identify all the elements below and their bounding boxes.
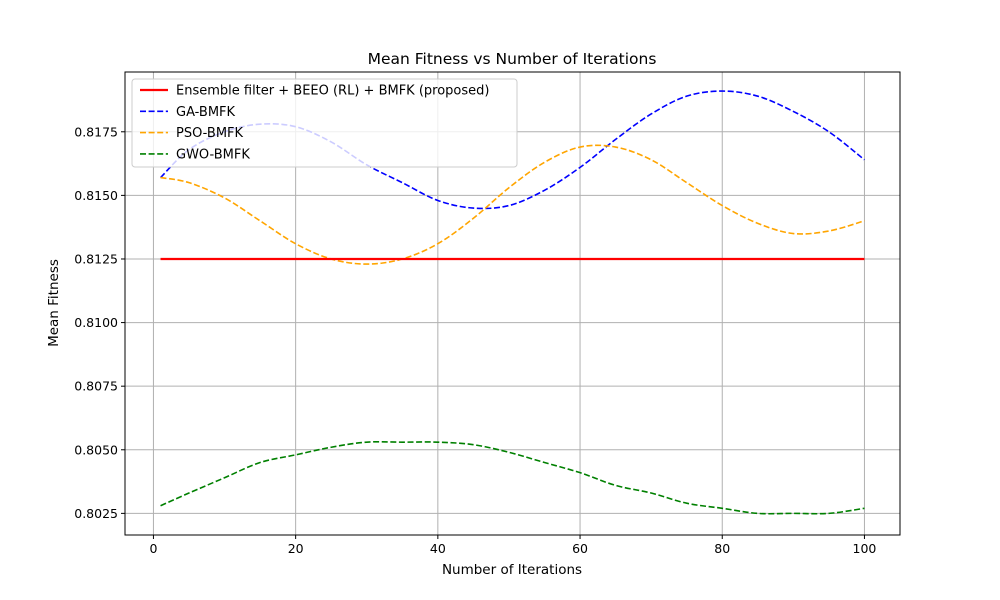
y-tick-label: 0.8125 xyxy=(74,251,118,266)
chart-title: Mean Fitness vs Number of Iterations xyxy=(368,50,657,68)
legend-label-2: GA-BMFK xyxy=(176,105,236,120)
y-tick-label: 0.8050 xyxy=(74,442,118,457)
y-axis-ticks: 0.8025 0.8050 0.8075 0.8100 0.8125 0.8150 0.81… xyxy=(74,124,125,521)
legend-label-1: Ensemble filter + BEEO (RL) + BMFK (prop… xyxy=(176,84,489,99)
y-axis-label: Mean Fitness xyxy=(46,259,62,347)
plot-border xyxy=(124,71,901,536)
y-tick-label: 0.8150 xyxy=(74,188,118,203)
y-tick-label: 0.8075 xyxy=(74,379,118,394)
series-lines xyxy=(159,90,865,515)
series-line-2 xyxy=(159,90,865,210)
legend-label-4: GWO-BMFK xyxy=(176,147,250,162)
x-tick-label: 0 xyxy=(149,541,157,556)
x-axis-label: Number of Iterations xyxy=(442,562,582,578)
legend: Ensemble filter + BEEO (RL) + BMFK (prop… xyxy=(131,78,518,168)
x-tick-label: 60 xyxy=(572,541,588,556)
y-tick-label: 0.8025 xyxy=(74,506,118,521)
series-line-4 xyxy=(160,440,865,515)
x-axis-ticks: 0 20 40 60 80 100 xyxy=(149,535,876,556)
legend-label-3: PSO-BMFK xyxy=(176,126,244,141)
legend-box xyxy=(131,78,518,168)
x-tick-label: 40 xyxy=(430,541,446,556)
x-tick-label: 100 xyxy=(853,541,877,556)
x-tick-label: 20 xyxy=(288,541,304,556)
y-tick-label: 0.8175 xyxy=(74,124,118,139)
y-tick-label: 0.8100 xyxy=(74,315,118,330)
series-line-3 xyxy=(160,144,865,265)
x-tick-label: 80 xyxy=(714,541,730,556)
